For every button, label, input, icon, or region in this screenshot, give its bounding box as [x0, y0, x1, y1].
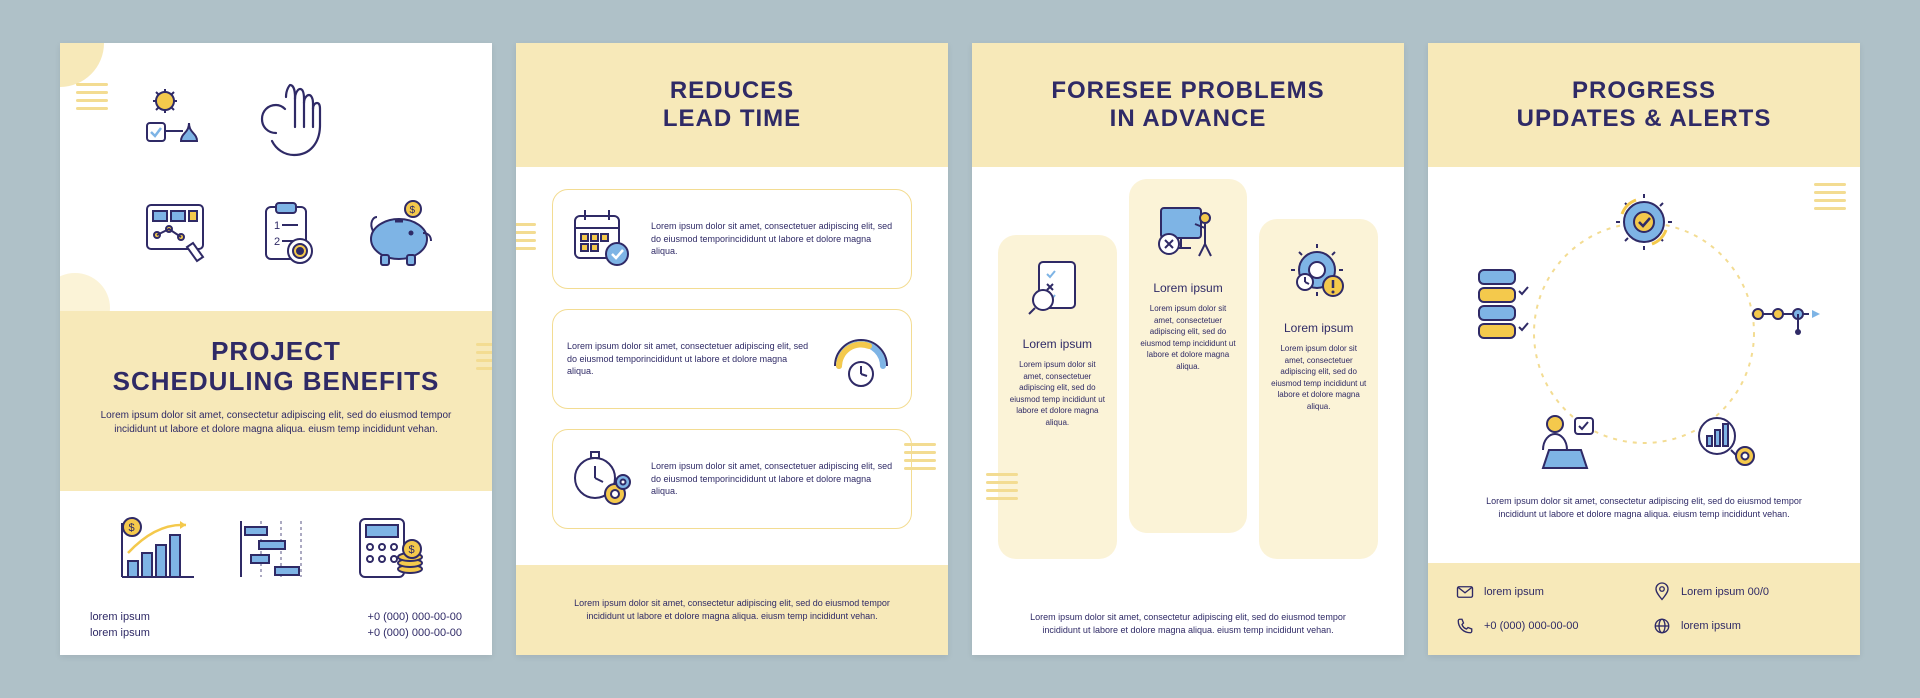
- panel-title: FORESEE PROBLEMS: [1051, 77, 1324, 104]
- column-text: Lorem ipsum dolor sit amet, consectetuer…: [1269, 343, 1368, 413]
- card-speedometer: Lorem ipsum dolor sit amet, consectetuer…: [552, 309, 912, 409]
- columns: Lorem ipsum Lorem ipsum dolor sit amet, …: [998, 179, 1378, 559]
- analytics-cog-icon: [1692, 407, 1762, 477]
- description-text: Lorem ipsum dolor sit amet, consectetur …: [1468, 495, 1820, 521]
- panel-title: PROGRESS: [1572, 77, 1716, 104]
- calendar-check-icon: [567, 204, 637, 274]
- contact-block: lorem ipsum Lorem ipsum 00/0 +0 (000) 00…: [1428, 563, 1860, 655]
- footer-text: +0 (000) 000-00-00: [368, 627, 462, 639]
- decor-lines: [516, 223, 536, 250]
- column-presentation: Lorem ipsum Lorem ipsum dolor sit amet, …: [1129, 179, 1248, 533]
- strategy-icon: [128, 69, 231, 175]
- column-review: Lorem ipsum Lorem ipsum dolor sit amet, …: [998, 235, 1117, 559]
- footer-text: Lorem ipsum dolor sit amet, consectetur …: [1012, 611, 1364, 637]
- speedometer-clock-icon: [827, 324, 897, 394]
- footer-text: lorem ipsum: [90, 611, 150, 623]
- contact-web: lorem ipsum: [1653, 613, 1832, 639]
- panel-header: PROGRESS UPDATES & ALERTS: [1428, 43, 1860, 167]
- stopwatch-gears-icon: [567, 444, 637, 514]
- svg-text:2: 2: [274, 236, 280, 248]
- globe-icon: [1653, 617, 1671, 635]
- description: Lorem ipsum dolor sit amet, consectetur …: [1468, 495, 1820, 521]
- panel-title: LEAD TIME: [663, 105, 801, 132]
- decor-corner: [60, 43, 104, 87]
- panel-footer: Lorem ipsum dolor sit amet, consectetur …: [516, 565, 948, 655]
- footer-contacts: lorem ipsum lorem ipsum +0 (000) 000-00-…: [90, 611, 462, 639]
- contact-mail: lorem ipsum: [1456, 579, 1635, 605]
- panel-header: FORESEE PROBLEMS IN ADVANCE: [972, 43, 1404, 167]
- column-label: Lorem ipsum: [1153, 281, 1222, 295]
- svg-text:$: $: [410, 205, 416, 216]
- checklist-target-icon: 12: [239, 183, 342, 289]
- panel-title: PROJECT SCHEDULING BENEFITS: [90, 337, 462, 397]
- decor-lines: [476, 343, 492, 370]
- laptop-user-icon: [1532, 407, 1602, 477]
- panel-reduces-lead-time: REDUCES LEAD TIME Lorem ipsum dolor sit …: [516, 43, 948, 655]
- panel-title: REDUCES: [670, 77, 794, 104]
- top-icon-grid: 12 $: [128, 69, 454, 289]
- calculator-coins-icon: $: [350, 505, 436, 595]
- tasks-stack-icon: [1468, 269, 1538, 339]
- presentation-error-icon: [1153, 197, 1223, 267]
- panel-footer: Lorem ipsum dolor sit amet, consectetur …: [1012, 611, 1364, 637]
- column-alert: Lorem ipsum Lorem ipsum dolor sit amet, …: [1259, 219, 1378, 559]
- card-text: Lorem ipsum dolor sit amet, consectetuer…: [651, 220, 897, 258]
- svg-text:$: $: [409, 544, 415, 556]
- footer-text: lorem ipsum: [90, 627, 150, 639]
- card-text: Lorem ipsum dolor sit amet, consectetuer…: [651, 460, 897, 498]
- contact-location: Lorem ipsum 00/0: [1653, 579, 1832, 605]
- panel-progress-updates: PROGRESS UPDATES & ALERTS Lorem ipsum do…: [1428, 43, 1860, 655]
- panel-title: UPDATES & ALERTS: [1517, 105, 1772, 132]
- panel-description: Lorem ipsum dolor sit amet, consectetur …: [90, 409, 462, 438]
- pin-icon: [1653, 583, 1671, 601]
- column-text: Lorem ipsum dolor sit amet, consectetuer…: [1008, 359, 1107, 429]
- decor-lines: [904, 443, 936, 470]
- milestones-icon: [1750, 279, 1820, 349]
- cycle-diagram: [1468, 183, 1820, 483]
- svg-text:$: $: [128, 522, 134, 534]
- decor-lines: [986, 473, 1018, 500]
- column-label: Lorem ipsum: [1284, 321, 1353, 335]
- footer-text: Lorem ipsum dolor sit amet, consectetur …: [556, 597, 908, 623]
- contact-text: lorem ipsum: [1681, 620, 1741, 632]
- panel-project-scheduling: 12 $ PROJECT SCHEDULING BENEFITS Lorem i…: [60, 43, 492, 655]
- dashboard-touch-icon: [128, 183, 231, 289]
- gear-clock-alert-icon: [1284, 237, 1354, 307]
- contact-text: Lorem ipsum 00/0: [1681, 586, 1769, 598]
- column-text: Lorem ipsum dolor sit amet, consectetuer…: [1139, 303, 1238, 373]
- card-stopwatch: Lorem ipsum dolor sit amet, consectetuer…: [552, 429, 912, 529]
- bottom-icon-row: $ $: [100, 505, 452, 595]
- gantt-chart-icon: [233, 505, 319, 595]
- panel-title: IN ADVANCE: [1110, 105, 1267, 132]
- card-calendar: Lorem ipsum dolor sit amet, consectetuer…: [552, 189, 912, 289]
- phone-icon: [1456, 617, 1474, 635]
- svg-text:1: 1: [274, 220, 280, 232]
- gear-check-icon: [1609, 187, 1679, 257]
- card-list: Lorem ipsum dolor sit amet, consectetuer…: [552, 189, 912, 529]
- review-search-icon: [1022, 253, 1092, 323]
- footer-text: +0 (000) 000-00-00: [368, 611, 462, 623]
- ok-hand-icon: [239, 69, 342, 175]
- contact-text: +0 (000) 000-00-00: [1484, 620, 1578, 632]
- card-text: Lorem ipsum dolor sit amet, consectetuer…: [567, 340, 813, 378]
- contact-phone: +0 (000) 000-00-00: [1456, 613, 1635, 639]
- piggy-bank-icon: $: [351, 183, 454, 289]
- growth-chart-icon: $: [116, 505, 202, 595]
- decor-lines: [76, 83, 108, 110]
- mail-icon: [1456, 583, 1474, 601]
- title-block: PROJECT SCHEDULING BENEFITS Lorem ipsum …: [60, 311, 492, 491]
- panel-header: REDUCES LEAD TIME: [516, 43, 948, 167]
- panel-foresee-problems: FORESEE PROBLEMS IN ADVANCE Lorem ipsum …: [972, 43, 1404, 655]
- column-label: Lorem ipsum: [1023, 337, 1092, 351]
- contact-text: lorem ipsum: [1484, 586, 1544, 598]
